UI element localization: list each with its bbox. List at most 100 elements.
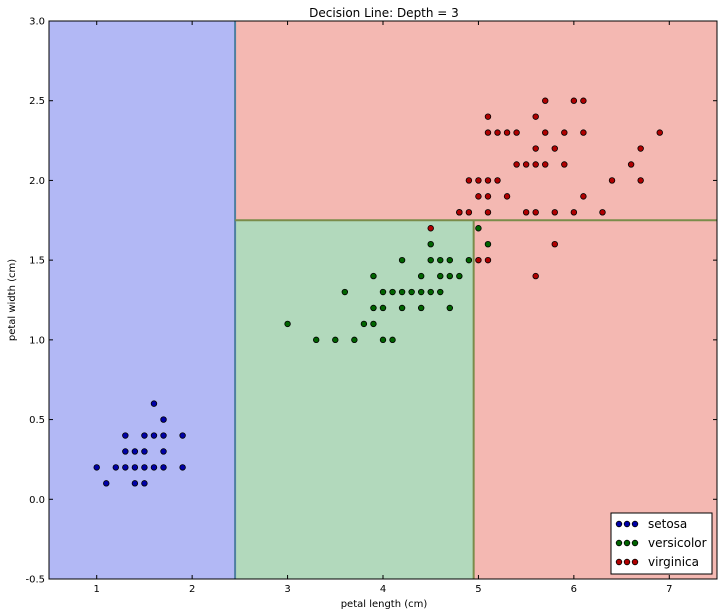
point-virginica bbox=[551, 145, 558, 152]
point-versicolor bbox=[398, 304, 406, 312]
x-tick-label: 7 bbox=[666, 584, 672, 595]
point-setosa bbox=[103, 480, 110, 487]
point-virginica bbox=[484, 193, 492, 200]
point-virginica bbox=[484, 177, 492, 184]
legend-marker-virginica bbox=[615, 558, 623, 566]
point-versicolor bbox=[370, 304, 377, 312]
scatter-points bbox=[93, 97, 663, 487]
point-virginica bbox=[637, 145, 644, 152]
point-virginica bbox=[484, 256, 492, 264]
point-virginica bbox=[465, 177, 473, 184]
x-tick-labels: 1 2 3 4 5 6 7 bbox=[94, 584, 673, 595]
x-tick-label: 5 bbox=[475, 584, 481, 595]
point-setosa bbox=[131, 448, 139, 455]
point-setosa bbox=[179, 464, 186, 471]
legend-marker-virginica bbox=[623, 558, 631, 566]
point-virginica bbox=[465, 209, 473, 216]
point-versicolor bbox=[437, 256, 444, 264]
point-virginica bbox=[627, 161, 635, 168]
point-versicolor bbox=[446, 272, 453, 280]
point-versicolor bbox=[456, 272, 463, 280]
legend-marker-setosa bbox=[631, 520, 639, 528]
y-tick-label: 2.5 bbox=[29, 96, 45, 107]
point-versicolor bbox=[465, 256, 473, 264]
point-virginica bbox=[599, 209, 606, 216]
legend-marker-virginica bbox=[631, 558, 639, 566]
region-versicolor bbox=[235, 220, 474, 580]
region-setosa bbox=[49, 21, 236, 579]
point-setosa bbox=[122, 448, 129, 455]
point-versicolor bbox=[370, 272, 377, 280]
point-virginica bbox=[532, 272, 539, 280]
legend: setosa versicolor virginica bbox=[610, 512, 713, 575]
point-versicolor bbox=[389, 336, 396, 344]
legend-marker-setosa bbox=[615, 520, 623, 528]
point-versicolor bbox=[484, 240, 492, 248]
point-virginica bbox=[456, 209, 463, 216]
point-virginica bbox=[427, 225, 434, 232]
point-versicolor bbox=[446, 304, 453, 312]
point-virginica bbox=[542, 97, 549, 104]
legend-label-virginica: virginica bbox=[648, 555, 699, 569]
legend-label-versicolor: versicolor bbox=[648, 536, 707, 550]
point-versicolor bbox=[398, 288, 406, 296]
x-tick-label: 1 bbox=[94, 584, 100, 595]
point-virginica bbox=[522, 209, 530, 216]
point-setosa bbox=[160, 464, 167, 471]
point-virginica bbox=[484, 113, 492, 120]
point-virginica bbox=[522, 161, 530, 168]
point-virginica bbox=[532, 209, 539, 216]
y-tick-label: 3.0 bbox=[29, 17, 45, 28]
point-setosa bbox=[141, 448, 148, 455]
point-versicolor bbox=[417, 272, 425, 280]
point-virginica bbox=[494, 129, 501, 136]
point-setosa bbox=[160, 432, 167, 439]
point-setosa bbox=[150, 432, 158, 439]
y-tick-label: 1.0 bbox=[29, 335, 45, 346]
point-virginica bbox=[503, 129, 511, 136]
point-virginica bbox=[503, 193, 511, 200]
point-versicolor bbox=[475, 225, 482, 232]
point-virginica bbox=[570, 209, 578, 216]
point-versicolor bbox=[370, 320, 377, 328]
point-virginica bbox=[513, 161, 520, 168]
chart-title: Decision Line: Depth = 3 bbox=[309, 6, 459, 20]
point-setosa bbox=[93, 464, 100, 471]
point-versicolor bbox=[417, 288, 425, 296]
point-virginica bbox=[580, 129, 587, 136]
point-virginica bbox=[580, 193, 587, 200]
point-versicolor bbox=[427, 288, 434, 296]
point-setosa bbox=[160, 448, 167, 455]
y-tick-label: 1.5 bbox=[29, 256, 45, 267]
point-virginica bbox=[532, 161, 539, 168]
legend-marker-setosa bbox=[623, 520, 631, 528]
point-virginica bbox=[608, 177, 616, 184]
decision-boundaries bbox=[234, 21, 717, 579]
point-virginica bbox=[551, 240, 558, 248]
point-virginica bbox=[475, 193, 482, 200]
point-virginica bbox=[475, 256, 482, 264]
x-tick-label: 2 bbox=[189, 584, 195, 595]
point-versicolor bbox=[341, 288, 349, 296]
point-setosa bbox=[150, 464, 158, 471]
point-virginica bbox=[532, 145, 539, 152]
x-tick-label: 4 bbox=[380, 584, 386, 595]
y-axis-title: petal width (cm) bbox=[7, 259, 18, 341]
point-versicolor bbox=[379, 304, 387, 312]
point-versicolor bbox=[351, 336, 358, 344]
point-virginica bbox=[561, 161, 568, 168]
y-tick-label: -0.5 bbox=[25, 575, 45, 586]
point-virginica bbox=[494, 177, 501, 184]
point-virginica bbox=[580, 97, 587, 104]
y-tick-label: 0.0 bbox=[29, 495, 45, 506]
point-setosa bbox=[141, 432, 148, 439]
point-setosa bbox=[141, 480, 148, 487]
point-versicolor bbox=[389, 288, 396, 296]
x-axis-title: petal length (cm) bbox=[341, 599, 428, 610]
point-setosa bbox=[141, 464, 148, 471]
point-setosa bbox=[122, 432, 129, 439]
x-tick-label: 6 bbox=[571, 584, 577, 595]
point-virginica bbox=[542, 161, 549, 168]
point-setosa bbox=[131, 464, 139, 471]
